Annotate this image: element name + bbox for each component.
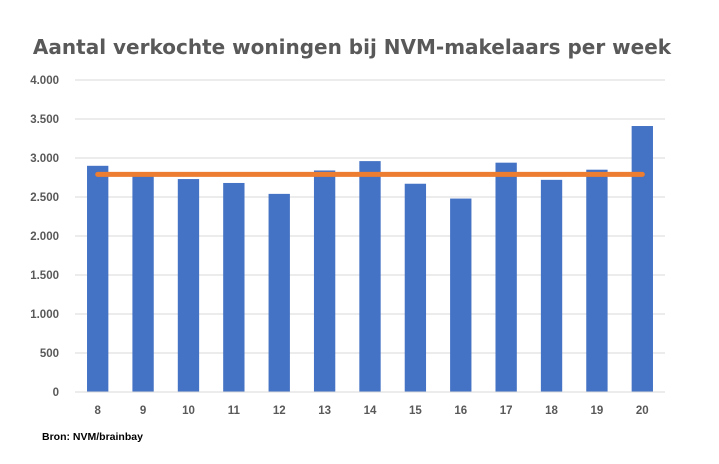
x-tick-label: 9 bbox=[140, 405, 146, 417]
x-tick-label: 12 bbox=[273, 405, 286, 417]
x-tick-label: 19 bbox=[591, 405, 604, 417]
bar bbox=[495, 162, 517, 392]
bar bbox=[540, 179, 563, 392]
y-tick-label: 2.500 bbox=[30, 192, 59, 204]
bar bbox=[450, 198, 472, 392]
bar bbox=[359, 161, 381, 392]
x-tick-label: 13 bbox=[318, 405, 331, 417]
x-tick-label: 20 bbox=[636, 405, 649, 417]
y-tick-label: 2.000 bbox=[30, 231, 59, 243]
bar bbox=[177, 179, 200, 392]
bar bbox=[631, 126, 653, 393]
x-tick-label: 18 bbox=[545, 405, 558, 417]
bar bbox=[223, 182, 245, 392]
y-tick-label: 4.000 bbox=[30, 75, 59, 87]
bar bbox=[313, 170, 336, 392]
x-tick-label: 14 bbox=[364, 405, 377, 417]
bar bbox=[268, 193, 290, 392]
y-tick-label: 500 bbox=[40, 348, 59, 360]
bar-series bbox=[87, 126, 653, 393]
source-note: Bron: NVM/brainbay bbox=[42, 431, 143, 443]
chart-title: Aantal verkochte woningen bij NVM-makela… bbox=[33, 35, 672, 59]
y-tick-label: 3.000 bbox=[30, 153, 59, 165]
x-tick-label: 10 bbox=[182, 405, 195, 417]
x-tick-label: 8 bbox=[94, 405, 101, 417]
x-tick-label: 11 bbox=[228, 405, 241, 417]
x-axis-tick-labels: 8 9 10 11 12 13 14 15 16 17 18 19 20 bbox=[94, 405, 648, 417]
bar bbox=[586, 169, 608, 392]
y-tick-label: 1.500 bbox=[30, 270, 59, 282]
y-tick-label: 3.500 bbox=[30, 114, 59, 126]
x-tick-label: 16 bbox=[454, 405, 467, 417]
x-tick-label: 15 bbox=[409, 405, 422, 417]
bar bbox=[132, 175, 154, 392]
x-tick-label: 17 bbox=[500, 405, 513, 417]
y-tick-label: 0 bbox=[53, 387, 59, 399]
y-tick-label: 1.000 bbox=[30, 309, 59, 321]
y-axis-tick-labels: 0 500 1.000 1.500 2.000 2.500 3.000 3.500 4.000 bbox=[30, 75, 59, 399]
bar bbox=[87, 165, 109, 392]
bar bbox=[404, 183, 427, 392]
